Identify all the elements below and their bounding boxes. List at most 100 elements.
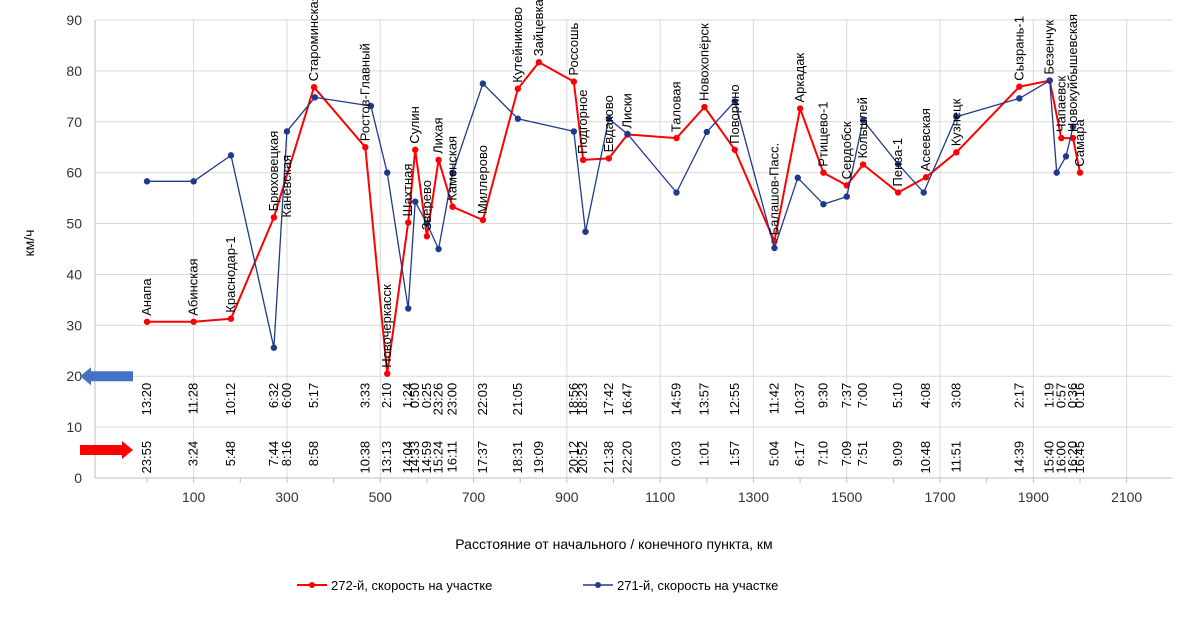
data-point-271: [367, 102, 375, 110]
data-point-272: [731, 146, 738, 153]
time-272: 20:12: [566, 441, 581, 474]
time-271: 23:26: [431, 383, 446, 416]
data-point-272: [270, 214, 278, 221]
legend-label-272: 272-й, скорость на участке: [331, 578, 492, 593]
data-point-271: [190, 178, 197, 185]
station-label: Новохопёрск: [697, 23, 712, 101]
data-point-272: [1016, 83, 1023, 90]
time-272: 19:09: [531, 441, 546, 474]
x-tick-label: 1500: [831, 489, 862, 505]
time-271: 3:08: [948, 383, 963, 408]
data-point-271: [673, 189, 680, 196]
station-label: Новокуйбышевская: [1065, 14, 1080, 132]
data-point-272: [579, 156, 587, 164]
x-tick-label: 1100: [645, 489, 675, 505]
time-271: 23:00: [445, 383, 460, 416]
time-272: 14:59: [419, 441, 434, 474]
data-point-271: [311, 94, 319, 101]
time-272: 10:48: [918, 441, 933, 474]
data-point-271: [570, 128, 578, 135]
station-label: Сулин: [407, 106, 422, 144]
time-271: 22:03: [475, 383, 490, 416]
data-point-272: [449, 203, 456, 210]
data-point-272: [143, 318, 151, 325]
data-point-271: [894, 160, 902, 168]
time-272: 14:04: [400, 441, 415, 474]
data-point-272: [922, 174, 930, 181]
station-label: Таловая: [669, 82, 684, 133]
data-point-271: [731, 98, 738, 105]
time-272: 1:01: [697, 441, 712, 466]
station-label: Каменская: [445, 136, 460, 201]
time-272: 14:33: [407, 441, 422, 474]
data-point-271: [820, 201, 827, 208]
data-point-271: [384, 169, 391, 176]
station-label: Балашов-Пасс.: [766, 143, 781, 236]
station-label: Краснодар-1: [223, 236, 238, 312]
data-point-271: [449, 169, 456, 176]
data-point-271: [283, 128, 291, 135]
data-point-272: [405, 219, 412, 226]
time-271: 14:59: [669, 383, 684, 416]
data-point-271: [1016, 95, 1023, 102]
time-271: 1:19: [1042, 383, 1057, 408]
time-271: 10:12: [223, 383, 238, 416]
time-271: 18:56: [566, 383, 581, 416]
x-axis-ticks: 100 300 500 700 900 1100 1300 1500 1700 1900 2100: [182, 489, 1142, 505]
legend-item-272[interactable]: 272-й, скорость на участке: [297, 578, 492, 593]
station-label: Кольшлей: [855, 97, 870, 158]
time-271: 6:32: [266, 383, 281, 408]
time-272: 10:38: [357, 441, 372, 474]
time-271: 4:08: [918, 383, 933, 408]
data-point-271: [843, 193, 850, 200]
legend-item-271[interactable]: 271-й, скорость на участке: [583, 578, 778, 593]
station-label: Староминская-Тимашевская: [306, 0, 321, 81]
data-point-272: [514, 85, 522, 92]
data-point-271: [605, 115, 613, 122]
data-point-272: [190, 318, 197, 325]
data-point-272: [423, 233, 431, 240]
x-axis-title: Расстояние от начального / конечного пун…: [455, 536, 772, 552]
data-point-271: [270, 344, 278, 351]
y-tick-label: 80: [66, 63, 82, 79]
data-point-272: [673, 134, 680, 142]
x-tick-label: 1700: [924, 489, 955, 505]
data-point-272: [362, 144, 369, 151]
data-point-272: [227, 315, 235, 322]
data-point-271: [1046, 77, 1053, 84]
blue-arrow-left: [80, 367, 133, 386]
time-271: 11:42: [766, 383, 781, 415]
time-272: 15:24: [431, 441, 446, 474]
station-label: Подгорное: [575, 89, 590, 153]
time-labels: 13:20 23:55 11:28 3:24 10:12 5:48 6:32 7:44 6:00…: [139, 383, 1087, 474]
data-point-271: [435, 245, 442, 253]
time-272: 16:11: [445, 441, 460, 473]
station-label: Каневская: [279, 155, 294, 218]
data-point-272: [701, 103, 708, 111]
data-point-272: [796, 105, 804, 112]
y-tick-label: 0: [74, 470, 82, 486]
station-label: Шахтная: [400, 164, 415, 217]
x-tick-label: 300: [275, 489, 299, 505]
data-point-272: [384, 370, 391, 377]
time-271: 0:16: [1072, 383, 1087, 408]
time-272: 7:51: [855, 441, 870, 466]
data-point-271: [1069, 123, 1077, 131]
time-272: 8:16: [279, 441, 294, 466]
time-272: 16:20: [1065, 441, 1080, 474]
station-label: Сердобск: [839, 121, 854, 179]
time-272: 23:55: [139, 441, 154, 474]
data-point-272: [1069, 134, 1077, 142]
data-point-271: [479, 80, 487, 87]
station-label: Пенза-1: [890, 138, 905, 187]
time-272: 9:09: [890, 441, 905, 466]
data-point-271: [703, 128, 710, 136]
data-point-272: [479, 216, 487, 224]
time-272: 14:39: [1011, 441, 1026, 474]
time-271: 16:47: [620, 383, 635, 416]
y-axis-ticks: 0 10 20 30 40 50 60 70 80 90: [66, 12, 82, 486]
time-272: 13:13: [379, 441, 394, 474]
station-label: Брюховецкая: [266, 131, 281, 212]
time-272: 15:40: [1042, 441, 1057, 474]
